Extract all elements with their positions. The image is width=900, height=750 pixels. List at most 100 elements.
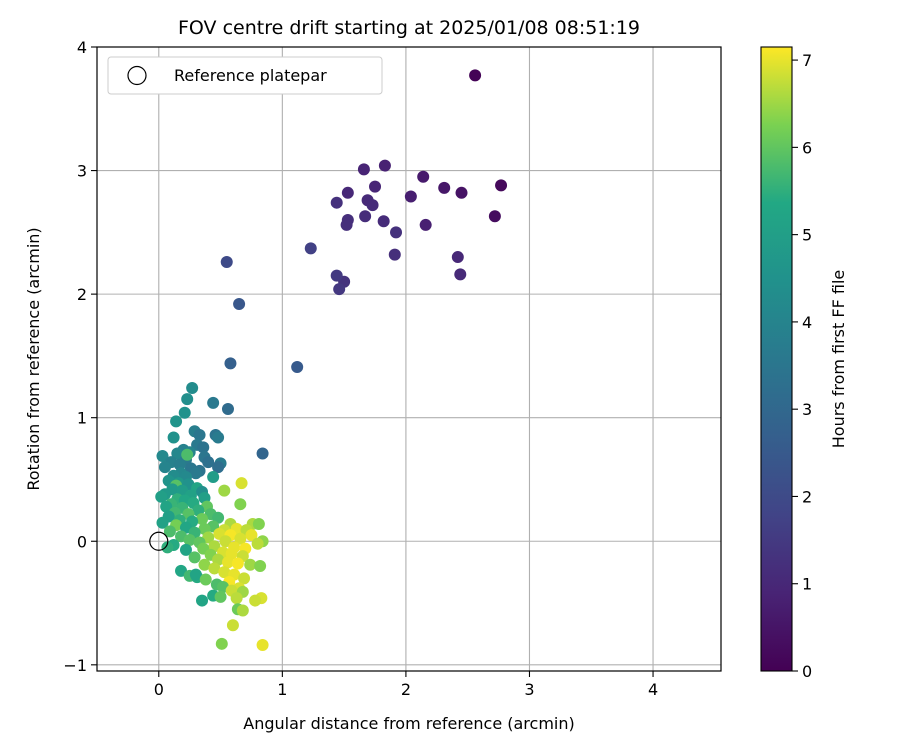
data-point xyxy=(231,557,244,570)
data-point xyxy=(161,541,174,554)
x-tick-label: 2 xyxy=(401,680,411,699)
legend: Reference platepar xyxy=(107,56,383,95)
data-point xyxy=(207,396,220,409)
data-point xyxy=(196,594,209,607)
data-point xyxy=(196,513,209,526)
data-point xyxy=(212,431,225,444)
data-point xyxy=(388,248,401,261)
data-point xyxy=(155,490,168,503)
data-point xyxy=(197,441,210,454)
chart-title: FOV centre drift starting at 2025/01/08 … xyxy=(178,17,640,39)
data-point xyxy=(469,69,482,82)
data-point xyxy=(234,498,247,511)
data-point xyxy=(254,559,267,572)
data-point xyxy=(238,572,251,585)
data-point xyxy=(451,251,464,264)
data-point xyxy=(251,537,264,550)
colorbar-gradient xyxy=(761,47,792,671)
data-point xyxy=(291,361,304,374)
data-point xyxy=(455,186,468,199)
data-point xyxy=(245,529,258,542)
data-point xyxy=(189,467,202,480)
data-point xyxy=(178,406,191,419)
data-point xyxy=(179,543,192,556)
data-point xyxy=(218,566,231,579)
colorbar-tick-label: 3 xyxy=(802,400,812,419)
data-point xyxy=(208,562,221,575)
data-point xyxy=(330,196,343,209)
x-axis-ticks: 0 1 2 3 4 xyxy=(154,671,658,699)
data-point xyxy=(340,218,353,231)
data-point xyxy=(160,500,173,513)
x-tick-label: 4 xyxy=(648,680,658,699)
colorbar-tick-label: 5 xyxy=(802,226,812,245)
data-point xyxy=(170,415,183,428)
colorbar-title: Hours from first FF file xyxy=(829,270,848,449)
data-point xyxy=(230,592,243,605)
data-point xyxy=(221,556,234,569)
data-point xyxy=(198,558,211,571)
data-point xyxy=(167,431,180,444)
data-point xyxy=(454,268,467,281)
data-point xyxy=(189,568,202,581)
y-axis-title: Rotation from reference (arcmin) xyxy=(24,227,43,490)
data-point xyxy=(495,179,508,192)
data-point xyxy=(156,516,169,529)
data-points xyxy=(155,69,508,652)
data-point xyxy=(226,619,239,632)
data-point xyxy=(419,218,432,231)
data-point xyxy=(236,604,249,617)
data-point xyxy=(341,186,354,199)
data-point xyxy=(235,477,248,490)
x-tick-label: 1 xyxy=(277,680,287,699)
y-tick-label: 0 xyxy=(77,532,87,551)
colorbar: 0 1 2 3 4 5 6 7 Hours from first FF file xyxy=(760,46,848,681)
data-point xyxy=(181,448,194,461)
plot-frame xyxy=(96,46,722,672)
colorbar-tick-label: 2 xyxy=(802,487,812,506)
y-axis-ticks: −1 0 1 2 3 4 xyxy=(63,38,97,675)
data-point xyxy=(359,210,372,223)
data-point xyxy=(252,517,265,530)
data-point xyxy=(188,551,201,564)
data-point xyxy=(417,170,430,183)
y-tick-label: 3 xyxy=(77,162,87,181)
data-point xyxy=(158,461,171,474)
legend-box xyxy=(107,56,383,95)
data-point xyxy=(199,573,212,586)
data-point xyxy=(369,180,382,193)
data-point xyxy=(234,532,247,545)
data-point xyxy=(163,525,176,538)
reference-platepar-marker xyxy=(149,531,169,551)
data-point xyxy=(156,449,169,462)
colorbar-tick-label: 4 xyxy=(802,313,812,332)
data-point xyxy=(233,298,246,311)
data-point xyxy=(183,534,196,547)
y-tick-label: 1 xyxy=(77,409,87,428)
data-point xyxy=(202,456,215,469)
data-point xyxy=(366,199,379,212)
data-point xyxy=(181,393,194,406)
data-point xyxy=(218,484,231,497)
data-point xyxy=(207,471,220,484)
data-point xyxy=(220,256,233,269)
x-tick-label: 3 xyxy=(524,680,534,699)
data-point xyxy=(224,357,237,370)
y-tick-label: −1 xyxy=(63,656,87,675)
data-point xyxy=(357,163,370,176)
data-point xyxy=(390,226,403,239)
data-point xyxy=(304,242,317,255)
colorbar-tick-label: 7 xyxy=(802,51,812,70)
y-tick-label: 2 xyxy=(77,285,87,304)
data-point xyxy=(219,535,232,548)
data-point xyxy=(330,269,343,282)
legend-marker-open-circle xyxy=(127,65,147,86)
data-point xyxy=(193,428,206,441)
data-point xyxy=(244,558,257,571)
colorbar-tick-label: 1 xyxy=(802,575,812,594)
data-point xyxy=(186,382,199,395)
data-point xyxy=(256,447,269,460)
data-point xyxy=(214,590,227,603)
data-point xyxy=(488,210,501,223)
